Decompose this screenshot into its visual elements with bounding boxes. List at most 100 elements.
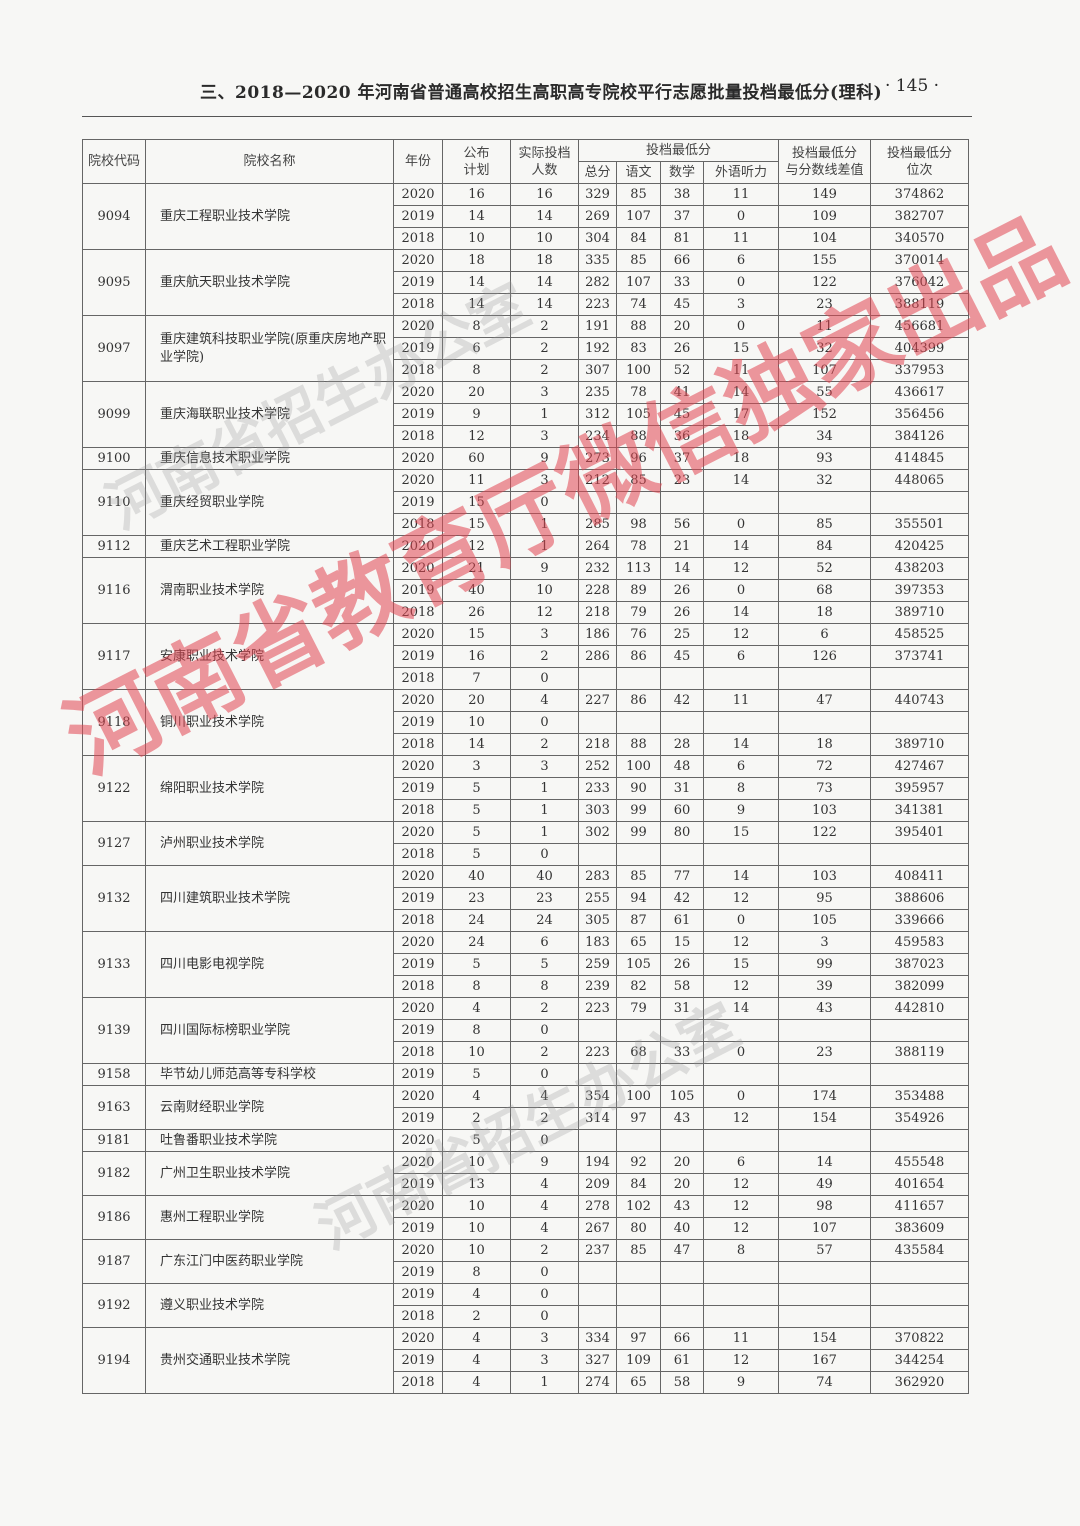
cell-year: 2020 — [393, 623, 443, 646]
admission-score-table: 院校代码 院校名称 年份 公布 计划 实际投档 人数 投档最低分 投档最低分 与… — [82, 139, 969, 1394]
cell-actual: 0 — [510, 1261, 579, 1284]
cell-plan: 23 — [442, 887, 511, 910]
table-row: 9127 泸州职业技术学院 2020 5 1 302 99 80 15 122 395401 — [82, 821, 969, 866]
school-code: 9097 — [82, 315, 146, 382]
cell-total: 223 — [578, 997, 617, 1020]
cell-year: 2020 — [393, 865, 443, 888]
cell-plan: 4 — [442, 1371, 511, 1394]
school-code: 9122 — [82, 755, 146, 822]
cell-actual: 1 — [510, 799, 579, 822]
cell-foreign-listening: 18 — [703, 425, 779, 448]
cell-math: 26 — [660, 579, 704, 602]
cell-diff: 103 — [778, 799, 871, 822]
cell-plan: 4 — [442, 1085, 511, 1108]
cell-foreign-listening: 6 — [703, 1151, 779, 1174]
table-row: 2019 9 1 312 105 45 17 152 356456 — [83, 403, 969, 426]
cell-actual: 0 — [510, 667, 579, 690]
cell-total: 267 — [578, 1217, 617, 1240]
cell-chinese: 84 — [616, 227, 661, 250]
cell-rank: 388119 — [870, 1041, 969, 1064]
table-row: 9118 铜川职业技术学院 2020 20 4 227 86 42 11 47 440743 — [82, 689, 969, 756]
school-code: 9110 — [82, 469, 146, 536]
school-code: 9094 — [82, 183, 146, 250]
cell-year: 2018 — [393, 667, 443, 690]
cell-chinese: 74 — [616, 293, 661, 316]
table-row: 9187 广东江门中医药职业学院 2020 10 2 237 85 47 8 57 435584 — [82, 1239, 969, 1284]
cell-rank: 395957 — [870, 777, 969, 800]
cell-year: 2020 — [393, 821, 443, 844]
cell-foreign-listening: 17 — [703, 403, 779, 426]
school-code: 9127 — [82, 821, 146, 866]
cell-actual: 3 — [510, 1327, 579, 1350]
cell-foreign-listening: 11 — [703, 689, 779, 712]
cell-year: 2019 — [393, 491, 443, 514]
cell-rank — [870, 1129, 969, 1152]
cell-year: 2019 — [393, 205, 443, 228]
cell-rank: 438203 — [870, 557, 969, 580]
cell-chinese: 99 — [616, 821, 661, 844]
cell-rank: 339666 — [870, 909, 969, 932]
cell-year: 2019 — [393, 1173, 443, 1196]
cell-plan: 12 — [442, 425, 511, 448]
cell-total: 239 — [578, 975, 617, 998]
cell-math — [660, 1261, 704, 1284]
header-actual: 实际投档 人数 — [510, 139, 579, 184]
cell-math: 20 — [660, 1173, 704, 1196]
cell-rank: 374862 — [870, 183, 969, 206]
cell-foreign-listening: 12 — [703, 557, 779, 580]
cell-rank: 408411 — [870, 865, 969, 888]
cell-total: 194 — [578, 1151, 617, 1174]
cell-chinese: 100 — [616, 755, 661, 778]
cell-rank: 435584 — [870, 1239, 969, 1262]
cell-year: 2019 — [393, 953, 443, 976]
cell-year: 2020 — [393, 1129, 443, 1152]
cell-math: 58 — [660, 1371, 704, 1394]
cell-diff: 107 — [778, 359, 871, 382]
cell-foreign-listening — [703, 667, 779, 690]
table-row: 9163 云南财经职业学院 2020 4 4 354 100 105 0 174 353488 — [82, 1085, 969, 1130]
cell-chinese: 88 — [616, 425, 661, 448]
header-year: 年份 — [393, 139, 443, 184]
cell-diff: 11 — [778, 315, 871, 338]
cell-actual: 3 — [510, 755, 579, 778]
cell-total: 183 — [578, 931, 617, 954]
cell-foreign-listening: 12 — [703, 1217, 779, 1240]
cell-math: 33 — [660, 271, 704, 294]
cell-total — [578, 1063, 617, 1086]
cell-math: 45 — [660, 645, 704, 668]
table-row: 9094 重庆工程职业技术学院 2020 16 16 329 85 38 11 149 374862 — [82, 183, 969, 250]
cell-chinese: 80 — [616, 1217, 661, 1240]
cell-chinese — [616, 1305, 661, 1328]
cell-year: 2019 — [393, 1217, 443, 1240]
cell-actual: 3 — [510, 1349, 579, 1372]
cell-actual: 1 — [510, 403, 579, 426]
cell-total: 233 — [578, 777, 617, 800]
cell-math: 56 — [660, 513, 704, 536]
table-row: 2018 10 2 223 68 33 0 23 388119 — [83, 1041, 969, 1064]
cell-rank: 370014 — [870, 249, 969, 272]
cell-year: 2018 — [393, 843, 443, 866]
cell-diff: 43 — [778, 997, 871, 1020]
school-code: 9133 — [82, 931, 146, 998]
cell-chinese: 89 — [616, 579, 661, 602]
cell-chinese — [616, 711, 661, 734]
cell-actual: 2 — [510, 645, 579, 668]
cell-chinese: 97 — [616, 1327, 661, 1350]
cell-actual: 3 — [510, 623, 579, 646]
cell-math: 45 — [660, 403, 704, 426]
cell-math: 26 — [660, 953, 704, 976]
cell-actual: 10 — [510, 579, 579, 602]
header-math: 数学 — [660, 161, 704, 184]
cell-foreign-listening: 6 — [703, 645, 779, 668]
cell-math: 26 — [660, 337, 704, 360]
cell-plan: 40 — [442, 865, 511, 888]
cell-total: 218 — [578, 733, 617, 756]
cell-plan: 14 — [442, 293, 511, 316]
cell-total: 234 — [578, 425, 617, 448]
cell-total: 307 — [578, 359, 617, 382]
cell-diff: 167 — [778, 1349, 871, 1372]
cell-year: 2020 — [393, 447, 443, 470]
cell-actual: 14 — [510, 293, 579, 316]
cell-plan: 21 — [442, 557, 511, 580]
table-row: 2019 6 2 192 83 26 15 32 404399 — [83, 337, 969, 360]
